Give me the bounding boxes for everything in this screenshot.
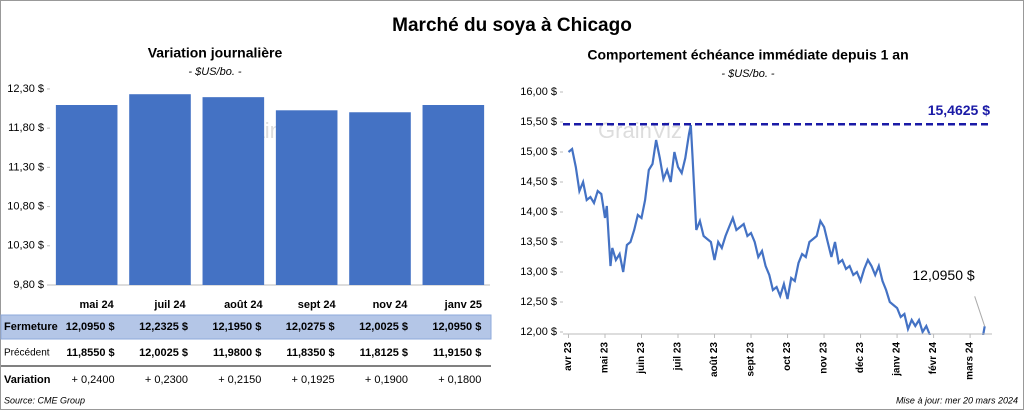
table-cell: 11,8550 $ (66, 347, 114, 359)
table-cell: 12,2325 $ (139, 321, 188, 333)
leader (974, 296, 986, 327)
table-cell: + 0,2150 (218, 374, 261, 386)
bar (129, 94, 191, 285)
table-cell: 12,1950 $ (212, 321, 261, 333)
main-title: Marché du soya à Chicago (392, 15, 632, 36)
y-tick-label: 12,50 $ (520, 296, 557, 308)
x-tick-label: juin 23 (636, 342, 647, 375)
x-tick-label: sept 24 (298, 299, 337, 311)
price-line (567, 124, 986, 335)
x-tick-label: mars 24 (965, 342, 976, 380)
y-tick-label: 13,00 $ (520, 266, 557, 278)
y-tick-label: 10,80 $ (7, 200, 44, 212)
table-row (0, 314, 492, 340)
y-tick-label: 11,80 $ (8, 122, 44, 134)
x-tick-label: janv 25 (444, 299, 482, 311)
y-tick-label: 12,30 $ (7, 83, 44, 95)
bar (349, 112, 411, 285)
line-title: Comportement échéance immédiate depuis 1… (587, 47, 908, 63)
bar (422, 105, 485, 285)
row-label: Précédent (4, 348, 50, 359)
table-cell: 11,8350 $ (286, 347, 334, 359)
source: Source: CME Group (4, 395, 85, 405)
y-tick-label: 12,00 $ (520, 326, 557, 338)
y-tick-label: 15,00 $ (520, 146, 557, 158)
table-cell: + 0,2300 (145, 374, 188, 386)
line-subtitle: - $US/bo. - (721, 68, 775, 80)
table-row (1, 368, 491, 392)
y-tick-label: 11,30 $ (8, 161, 44, 173)
y-tick-label: 16,00 $ (520, 86, 557, 98)
x-tick-label: déc 23 (855, 342, 866, 374)
table-cell: 12,0025 $ (139, 347, 188, 359)
table-cell: + 0,1900 (365, 374, 408, 386)
table-cell: + 0,2400 (72, 374, 115, 386)
x-tick-label: oct 23 (782, 342, 793, 371)
updated: Mise à jour: mer 20 mars 2024 (896, 395, 1018, 405)
x-tick-label: août 24 (224, 299, 263, 311)
x-tick-label: nov 23 (819, 342, 830, 374)
x-tick-label: août 23 (709, 342, 720, 377)
x-tick-label: juil 24 (153, 299, 186, 311)
x-tick-label: sept 23 (746, 342, 757, 377)
bar (202, 97, 265, 285)
x-tick-label: févr 24 (928, 342, 939, 375)
bar (275, 110, 338, 285)
table-cell: 11,9800 $ (213, 347, 261, 359)
row-label: Fermeture (4, 321, 58, 333)
table-cell: 11,8125 $ (360, 347, 408, 359)
x-tick-label: nov 24 (373, 299, 409, 311)
y-tick-label: 15,50 $ (520, 116, 557, 128)
table-cell: + 0,1800 (438, 374, 481, 386)
reference-label: 15,4625 $ (928, 102, 990, 118)
y-tick-label: 14,50 $ (520, 176, 557, 188)
table-cell: 12,0950 $ (66, 321, 115, 333)
x-tick-label: avr 23 (563, 342, 574, 371)
table-cell: 12,0025 $ (359, 321, 408, 333)
x-tick-label: mai 23 (600, 342, 611, 374)
x-tick-label: juil 23 (673, 342, 684, 372)
bar-title: Variation journalière (148, 45, 283, 61)
table-cell: + 0,1925 (292, 374, 335, 386)
line-plot (567, 124, 986, 335)
bar (55, 105, 118, 285)
last-value-label: 12,0950 $ (912, 267, 974, 283)
x-tick-label: mai 24 (80, 299, 115, 311)
watermark: GrainViz (598, 118, 682, 143)
row-label: Variation (4, 374, 51, 386)
y-tick-label: 14,00 $ (520, 206, 557, 218)
y-tick-label: 10,30 $ (7, 240, 44, 252)
table-cell: 11,9150 $ (433, 347, 481, 359)
table-cell: 12,0950 $ (432, 321, 481, 333)
x-tick-label: janv 24 (892, 342, 903, 377)
bar-subtitle: - $US/bo. - (188, 66, 242, 78)
y-tick-label: 13,50 $ (520, 236, 557, 248)
y-tick-label: 9,80 $ (13, 279, 44, 291)
table-cell: 12,0275 $ (286, 321, 335, 333)
table-row (1, 341, 491, 365)
